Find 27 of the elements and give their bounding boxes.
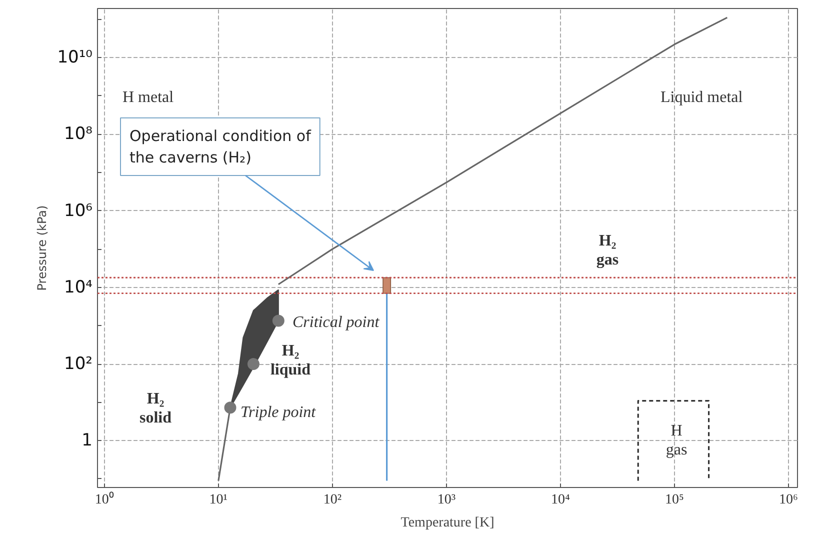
point <box>272 314 284 327</box>
x-tick-label: 10⁵ <box>665 492 684 508</box>
point <box>224 402 236 414</box>
x-tick-label: 10¹ <box>209 492 228 508</box>
y-axis-title: Pressure (kPa) <box>35 205 50 291</box>
annotation: Triple point <box>240 404 316 421</box>
annotation: H₂ solid <box>139 390 172 426</box>
x-tick-label: 10³ <box>437 492 456 508</box>
point <box>247 358 260 370</box>
annotation: H₂ gas <box>596 232 619 268</box>
annotation: H metal <box>122 89 174 106</box>
x-tick-label: 10⁰ <box>94 492 114 508</box>
x-tick-label: 10² <box>323 492 342 508</box>
y-tick-label: 10² <box>64 354 93 374</box>
annotation: Critical point <box>292 314 380 331</box>
y-tick-label: 10¹⁰ <box>57 48 93 68</box>
x-axis-title: Temperature [K] <box>400 516 494 530</box>
y-tick-label: 1 <box>82 430 93 451</box>
annotation: H₂ liquid <box>270 342 311 378</box>
x-tick-label: 10⁶ <box>779 492 798 508</box>
annotation: Liquid metal <box>660 89 744 106</box>
y-tick-label: 10⁸ <box>64 124 93 144</box>
y-tick-label: 10⁴ <box>64 277 93 298</box>
x-tick-label: 10⁴ <box>551 492 570 508</box>
annotation: H gas <box>666 422 688 458</box>
annotation: Operational condition of the caverns (H₂) <box>130 126 312 166</box>
y-tick-label: 10⁶ <box>64 200 93 221</box>
